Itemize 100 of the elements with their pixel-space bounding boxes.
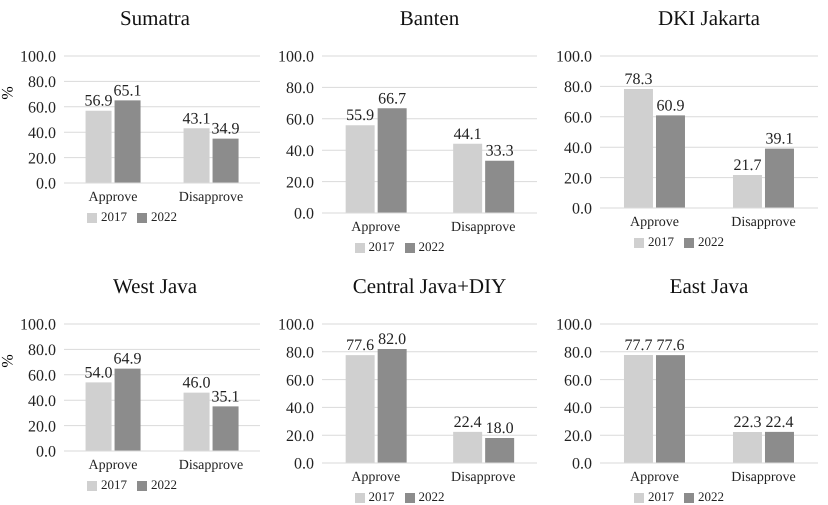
- y-tick-label: 60.0: [564, 372, 592, 390]
- data-label: 44.1: [454, 126, 482, 143]
- y-tick-label: 60.0: [286, 372, 314, 390]
- y-tick-label: 20.0: [564, 428, 592, 445]
- legend-label: 2017: [368, 489, 394, 504]
- legend-label: 2022: [151, 477, 177, 492]
- y-tick-label: 0.0: [294, 456, 314, 473]
- chart-title: DKI Jakarta: [656, 6, 762, 31]
- y-tick-label: 100.0: [20, 48, 56, 66]
- y-axis-title: %: [0, 86, 18, 100]
- bar: [656, 355, 685, 463]
- chart-title: Banten: [398, 6, 460, 31]
- x-tick-label: Disapprove: [178, 458, 244, 473]
- chart-title: West Java: [112, 274, 198, 299]
- data-label: 64.9: [114, 350, 142, 368]
- y-tick-label: 40.0: [28, 124, 56, 142]
- legend-label: 2022: [698, 234, 724, 249]
- y-tick-label: 20.0: [286, 428, 314, 445]
- data-label: 56.9: [84, 92, 113, 110]
- y-tick-label: 80.0: [28, 74, 56, 92]
- bar: [656, 115, 685, 208]
- x-tick-label: Approve: [88, 458, 138, 473]
- x-tick-label: Disapprove: [450, 220, 516, 235]
- data-label: 82.0: [378, 331, 406, 348]
- y-tick-label: 20.0: [28, 150, 56, 168]
- x-tick-label: Disapprove: [731, 214, 796, 230]
- x-tick-label: Disapprove: [178, 190, 244, 205]
- data-label: 66.7: [378, 90, 406, 108]
- y-tick-label: 60.0: [28, 367, 56, 384]
- data-label: 46.0: [182, 374, 211, 392]
- data-label: 22.3: [733, 414, 762, 432]
- data-label: 21.7: [733, 157, 762, 174]
- chart-title: East Java: [668, 274, 750, 299]
- y-tick-label: 0.0: [572, 200, 592, 218]
- y-tick-label: 0.0: [572, 456, 592, 473]
- data-label: 39.1: [765, 130, 794, 148]
- x-tick-label: Disapprove: [731, 470, 796, 485]
- bar: [212, 138, 239, 183]
- bar: [114, 368, 141, 451]
- y-tick-label: 80.0: [286, 80, 314, 98]
- bar: [485, 438, 514, 463]
- legend-label: 2022: [418, 489, 444, 504]
- bar: [378, 108, 407, 213]
- data-label: 60.9: [656, 97, 684, 114]
- data-label: 77.6: [656, 337, 684, 354]
- x-tick-label: Approve: [351, 220, 400, 235]
- y-tick-label: 40.0: [28, 392, 56, 410]
- legend-label: 2017: [648, 489, 674, 504]
- x-tick-label: Approve: [630, 470, 679, 485]
- bar: [764, 432, 794, 463]
- y-tick-label: 80.0: [564, 344, 592, 362]
- legend-label: 2017: [101, 477, 127, 492]
- y-tick-label: 0.0: [36, 176, 56, 193]
- legend-label: 2022: [418, 239, 444, 254]
- y-tick-label: 60.0: [28, 99, 56, 116]
- legend-label: 2017: [101, 209, 127, 224]
- y-tick-label: 60.0: [564, 109, 592, 126]
- y-tick-label: 20.0: [286, 174, 314, 192]
- y-tick-label: 40.0: [286, 400, 314, 418]
- y-tick-label: 100.0: [278, 316, 314, 334]
- y-tick-label: 100.0: [20, 316, 56, 334]
- data-label: 55.9: [346, 107, 374, 124]
- x-tick-label: Approve: [351, 470, 400, 485]
- data-label: 77.7: [624, 336, 652, 354]
- y-tick-label: 20.0: [28, 418, 56, 436]
- y-tick-label: 100.0: [556, 48, 592, 66]
- y-tick-label: 100.0: [556, 316, 592, 334]
- y-tick-label: 100.0: [278, 48, 314, 66]
- y-tick-label: 20.0: [564, 170, 592, 188]
- legend-label: 2022: [698, 489, 724, 504]
- y-tick-label: 80.0: [564, 79, 592, 96]
- y-tick-label: 0.0: [36, 444, 56, 461]
- y-axis-title: %: [0, 354, 18, 368]
- data-label: 22.4: [765, 414, 794, 431]
- legend-label: 2017: [368, 239, 394, 254]
- y-tick-label: 40.0: [564, 140, 592, 157]
- chart-title: Sumatra: [119, 6, 191, 31]
- bar: [378, 349, 407, 463]
- data-label: 65.1: [114, 82, 142, 100]
- data-label: 22.4: [454, 414, 482, 431]
- y-tick-label: 80.0: [286, 344, 314, 362]
- x-tick-label: Disapprove: [450, 470, 516, 485]
- data-label: 43.1: [182, 110, 211, 128]
- data-label: 35.1: [212, 388, 240, 406]
- data-label: 78.3: [624, 70, 652, 88]
- data-label: 34.9: [212, 120, 240, 138]
- x-tick-label: Approve: [630, 214, 679, 230]
- chart-title: Central Java+DIY: [352, 274, 508, 299]
- bar: [212, 406, 239, 451]
- y-tick-label: 40.0: [564, 400, 592, 418]
- data-label: 18.0: [486, 420, 514, 437]
- data-label: 54.0: [84, 364, 113, 382]
- y-tick-label: 0.0: [294, 206, 314, 223]
- data-label: 33.3: [486, 142, 514, 160]
- legend-label: 2017: [648, 234, 674, 249]
- bar: [114, 100, 141, 183]
- y-tick-label: 40.0: [286, 142, 314, 160]
- data-label: 77.6: [346, 337, 374, 354]
- y-tick-label: 80.0: [28, 342, 56, 360]
- bar: [485, 160, 514, 213]
